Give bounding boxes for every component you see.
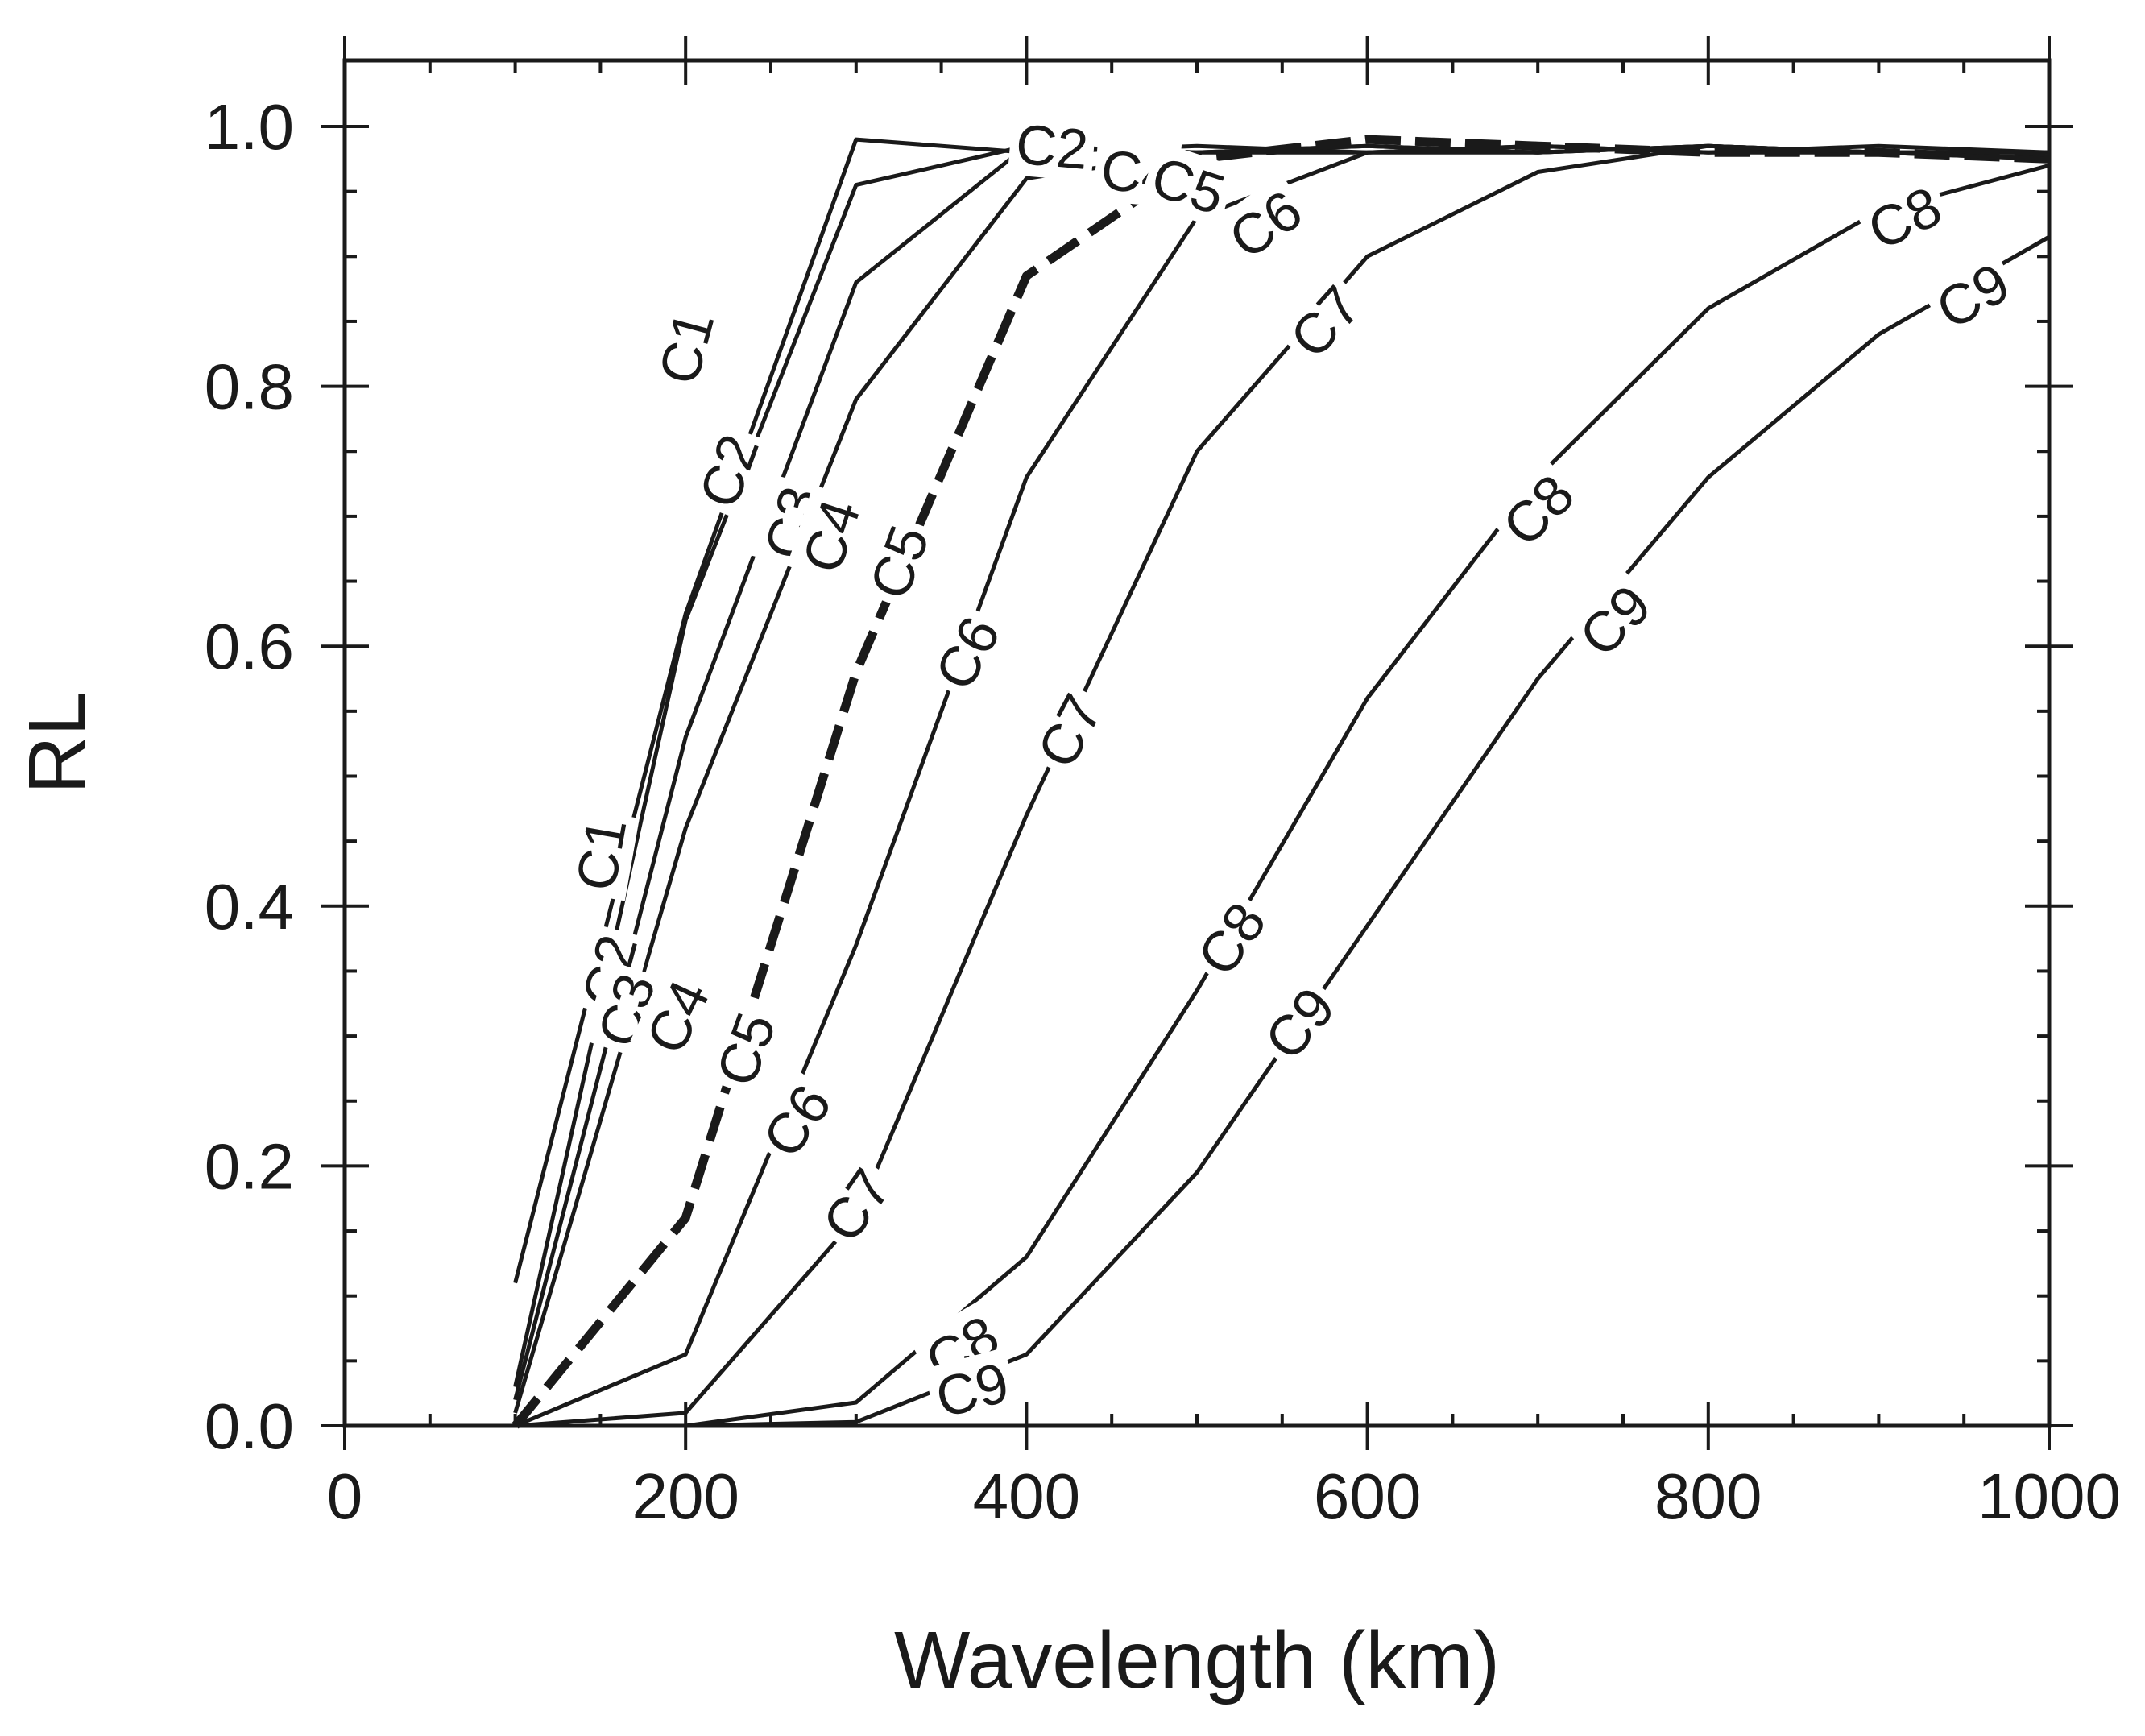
curve-label-bg [1919, 247, 2025, 345]
curve-label-bg [1273, 268, 1377, 375]
x-tick-label: 200 [631, 1460, 739, 1532]
y-tick-label: 0.8 [205, 351, 294, 423]
curve-label-bg [805, 1152, 907, 1258]
y-tick-label: 0.2 [205, 1130, 294, 1202]
curve-label-text: C7 [1278, 274, 1373, 370]
curve-label-text: C1 [564, 814, 638, 896]
curve-label: C2 [1007, 110, 1097, 182]
curve-label: C9 [923, 1347, 1021, 1431]
curve-label-bg [918, 600, 1016, 705]
y-tick-label: 0.0 [205, 1390, 294, 1462]
curve-label-bg [1485, 457, 1591, 562]
curve-label-bg [1180, 885, 1282, 992]
x-tick-label: 0 [327, 1460, 363, 1532]
curve-label-text: C2 [1013, 112, 1091, 181]
curve-label-text: C6 [1218, 178, 1313, 271]
x-tick-label: 600 [1314, 1460, 1421, 1532]
series-line-c9 [515, 234, 2051, 1428]
curve-label: C7 [805, 1152, 907, 1258]
series-line-c7 [515, 143, 2050, 1428]
y-tick-label: 1.0 [205, 91, 294, 163]
curve-label-bg [700, 998, 790, 1100]
curve-label: C7 [1021, 678, 1118, 783]
curve-labels: C1C1C2C2C2C3C3C4C4C4C5C5C5C6C6C6C7C7C7C8… [561, 110, 2025, 1431]
curve-label-bg [1212, 173, 1319, 275]
curve-label-bg [683, 420, 773, 521]
series-line-c1 [513, 137, 2050, 1284]
series-line-c5 [511, 135, 2050, 1429]
curve-label-bg [561, 807, 640, 901]
curve-label: C8 [1485, 457, 1591, 562]
x-axis-title: Wavelength (km) [894, 1615, 1500, 1705]
curve-label-text: C9 [1253, 976, 1347, 1071]
curve-label-text: C9 [1926, 251, 2019, 341]
y-tick-label: 0.6 [205, 611, 294, 682]
curve-label: C6 [918, 600, 1016, 705]
curve-label-text: C7 [1025, 685, 1115, 778]
curve-label-bg [923, 1347, 1021, 1431]
curve-label-bg [1138, 141, 1239, 229]
curve-label-bg [786, 486, 875, 586]
curve-label-bg [1853, 170, 1957, 265]
tick-labels: 0 200 400 600 800 1000 0.0 0.2 0.4 0.6 0.8 1.0 [205, 91, 2121, 1532]
plot-frame [342, 58, 2052, 1428]
curve-label: C5 [700, 998, 790, 1100]
x-tick-label: 800 [1654, 1460, 1762, 1532]
curve-label-text: C8 [1491, 462, 1586, 557]
curve-label: C5 [854, 511, 944, 612]
curve-label: C1 [644, 298, 728, 396]
curve-label-bg [1021, 678, 1118, 783]
curve-label: C9 [1562, 567, 1667, 673]
series-line-c8 [515, 163, 2050, 1428]
curve-label-text: C8 [1858, 175, 1950, 263]
curve-label-text: C9 [1567, 573, 1663, 668]
curve-label: C9 [1247, 970, 1352, 1076]
curve-label-bg [1007, 110, 1097, 182]
curve-label-bg [854, 511, 944, 612]
curve-label-bg [1562, 567, 1667, 673]
curve-label: C4 [630, 964, 724, 1068]
curve-label-text: C6 [923, 607, 1012, 700]
curve-label-bg [1247, 970, 1352, 1076]
curve-label: C7 [1273, 268, 1377, 375]
curve-label-text: C8 [1186, 892, 1278, 987]
curve-label: C1 [561, 807, 640, 901]
x-tick-label: 400 [973, 1460, 1080, 1532]
curve-label-bg [630, 964, 724, 1068]
curve-label-bg [644, 298, 728, 396]
x-tick-label: 1000 [1977, 1460, 2121, 1532]
curve-label-bg [746, 1067, 847, 1174]
curve-label: C8 [1180, 885, 1282, 992]
curve-label-text: C7 [810, 1158, 903, 1253]
curve-label: C8 [1853, 170, 1957, 265]
y-tick-label: 0.4 [205, 871, 294, 943]
y-axis-title: RL [12, 691, 102, 794]
